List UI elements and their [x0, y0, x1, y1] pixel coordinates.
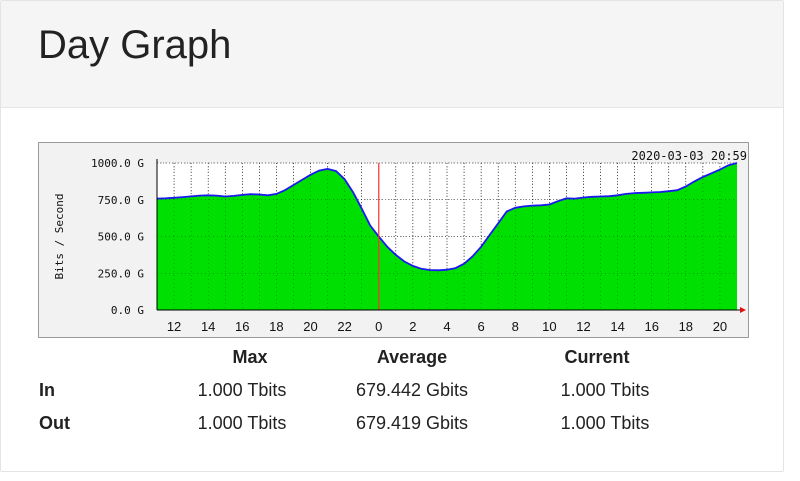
x-tick-label: 6	[478, 319, 485, 334]
x-tick-label: 8	[512, 319, 519, 334]
stats-in-max: 1.000 Tbits	[197, 380, 287, 400]
stats-in-average: 679.442 Gbits	[355, 380, 469, 400]
x-tick-label: 18	[679, 319, 693, 334]
stats-row-in-label: In	[39, 380, 55, 400]
stats-row-out-label: Out	[39, 413, 70, 433]
x-tick-label: 0	[375, 319, 382, 334]
x-tick-label: 14	[610, 319, 624, 334]
x-tick-label: 4	[443, 319, 450, 334]
graph-timestamp: 2020-03-03 20:59	[631, 149, 747, 163]
y-tick-label: 750.0 G	[98, 194, 144, 207]
stats-in-current: 1.000 Tbits	[560, 380, 650, 400]
x-tick-label: 12	[576, 319, 590, 334]
stats-header-average: Average	[376, 347, 448, 367]
y-tick-label: 250.0 G	[98, 267, 144, 280]
x-tick-label: 14	[201, 319, 215, 334]
x-tick-label: 10	[542, 319, 556, 334]
card-header: Day Graph	[1, 1, 783, 108]
traffic-chart-svg: 12 14 16 18 20 22 0 2 4 6 8 10 12 14 16 18 20 0.0 G 250.0 …	[53, 149, 747, 334]
stats-out-current: 1.000 Tbits	[560, 413, 650, 433]
x-axis-arrow-icon	[740, 307, 746, 313]
y-tick-label: 0.0 G	[111, 304, 144, 317]
x-tick-label: 16	[644, 319, 658, 334]
series-out-line	[156, 162, 738, 272]
x-tick-label: 2	[409, 319, 416, 334]
y-axis-label: Bits / Second	[53, 193, 66, 279]
y-tick-label: 1000.0 G	[91, 157, 144, 170]
day-graph-card: Day Graph 12 14 16 18 20 22 0 2 4 6 8 10 12 14 16 18 20 0…	[0, 0, 784, 472]
page-title: Day Graph	[38, 23, 232, 67]
x-tick-label: 20	[713, 319, 727, 334]
stats-out-average: 679.419 Gbits	[355, 413, 469, 433]
x-tick-label: 20	[303, 319, 317, 334]
stats-header-current: Current	[564, 347, 630, 367]
x-tick-label: 16	[235, 319, 249, 334]
x-tick-label: 18	[269, 319, 283, 334]
y-tick-label: 500.0 G	[98, 231, 144, 244]
traffic-graph: 12 14 16 18 20 22 0 2 4 6 8 10 12 14 16 18 20 0.0 G 250.0 …	[38, 142, 749, 338]
x-tick-label: 12	[167, 319, 181, 334]
stats-out-max: 1.000 Tbits	[197, 413, 287, 433]
stats-header-max: Max	[232, 347, 268, 367]
x-tick-label: 22	[337, 319, 351, 334]
